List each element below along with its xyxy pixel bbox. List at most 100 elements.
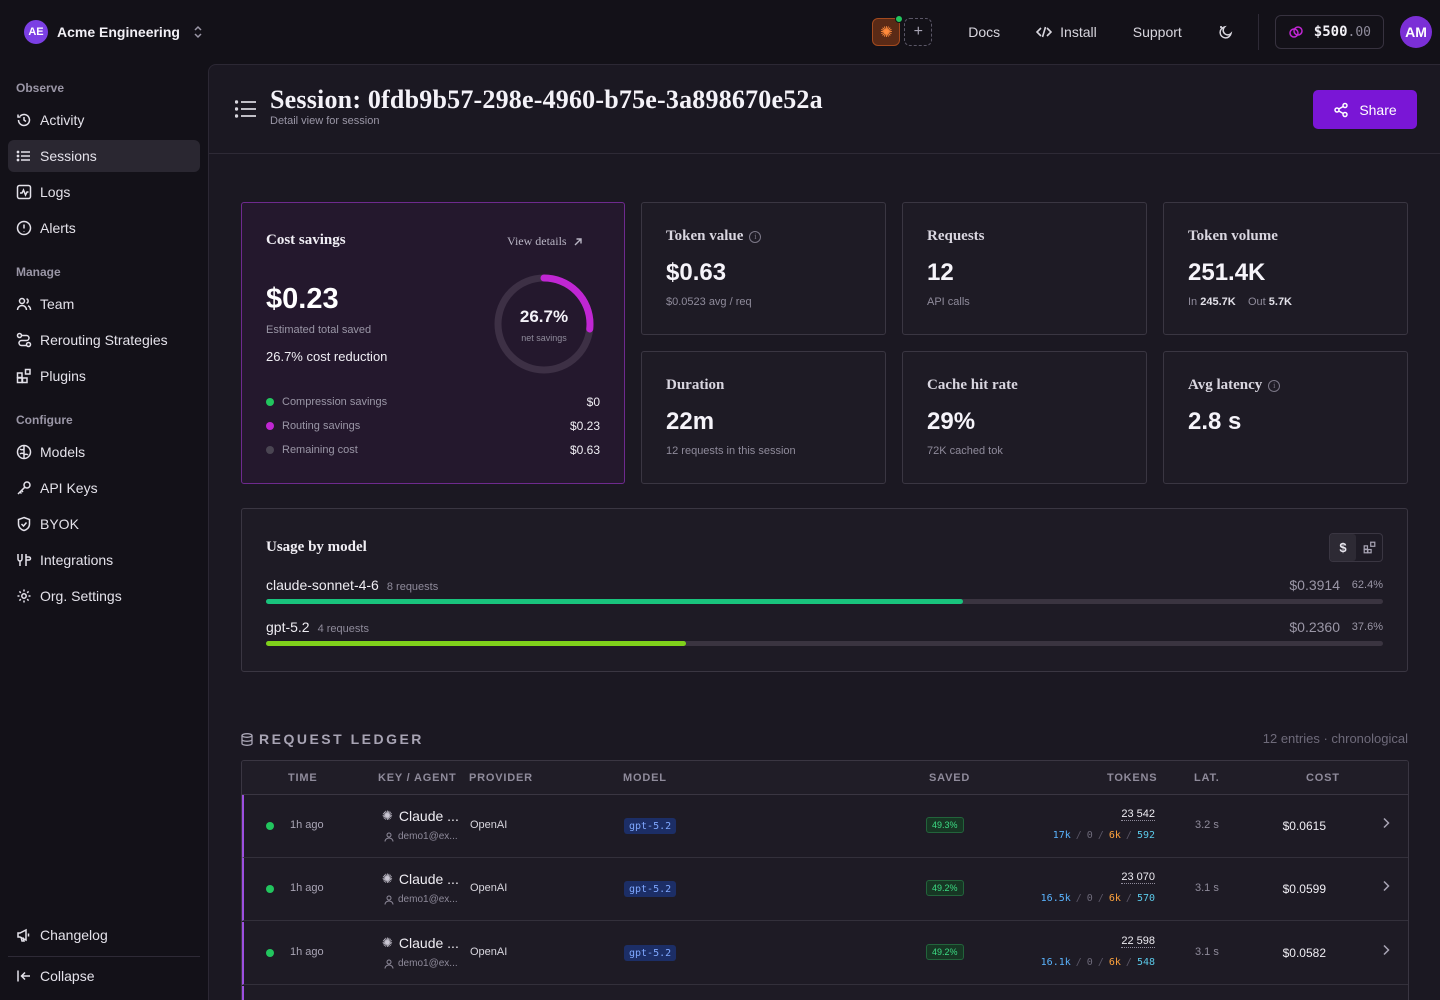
gear-icon bbox=[17, 589, 31, 603]
sidebar-collapse-button[interactable]: Collapse bbox=[8, 960, 200, 992]
pulse-icon bbox=[16, 184, 32, 200]
row-latency: 3.2 s bbox=[1195, 819, 1219, 831]
savings-row-value: $0.23 bbox=[569, 419, 600, 433]
sidebar-item-team[interactable]: Team bbox=[8, 288, 200, 320]
ledger-heading: REQUEST LEDGER bbox=[241, 731, 424, 747]
stat-value: 12 bbox=[927, 259, 954, 286]
view-details-link[interactable]: View details bbox=[507, 234, 583, 249]
row-provider: OpenAI bbox=[470, 819, 508, 831]
docs-link[interactable]: Docs bbox=[968, 24, 1001, 40]
col-model[interactable]: MODEL bbox=[623, 772, 667, 784]
toggle-tokens-button[interactable] bbox=[1356, 534, 1382, 561]
section-configure: Configure bbox=[16, 413, 73, 427]
user-avatar[interactable]: AM bbox=[1400, 16, 1432, 48]
list-toggle-icon[interactable] bbox=[235, 100, 257, 118]
stat-value: 29% bbox=[927, 408, 976, 435]
add-agent-button[interactable]: + bbox=[904, 18, 933, 46]
org-switcher[interactable]: AE Acme Engineering bbox=[24, 20, 203, 44]
col-key[interactable]: KEY / AGENT bbox=[378, 772, 457, 784]
info-icon[interactable]: i bbox=[749, 230, 762, 243]
row-tokens-breakdown: 17k/0/6k/592 bbox=[1052, 830, 1155, 841]
credits-balance[interactable]: $500.00 bbox=[1274, 15, 1384, 49]
usage-track bbox=[266, 641, 1383, 646]
top-bar: AE Acme Engineering ✺ + Docs Install Sup… bbox=[0, 0, 1440, 64]
shield-check-icon bbox=[17, 516, 31, 532]
request-ledger-table: TIME KEY / AGENT PROVIDER MODEL SAVED TO… bbox=[241, 760, 1409, 1000]
arrow-up-right-icon bbox=[574, 237, 582, 245]
col-saved[interactable]: SAVED bbox=[929, 772, 971, 784]
table-row[interactable] bbox=[242, 986, 1408, 1000]
savings-row-routing: Routing savings $0.23 bbox=[266, 418, 600, 434]
chevron-right-icon[interactable] bbox=[1382, 817, 1390, 829]
toggle-dollar-button[interactable]: $ bbox=[1330, 534, 1356, 561]
code-icon bbox=[1036, 26, 1053, 38]
col-provider[interactable]: PROVIDER bbox=[469, 772, 533, 784]
agent-status-button[interactable]: ✺ bbox=[872, 15, 904, 46]
stat-sub: $0.0523 avg / req bbox=[666, 296, 752, 308]
col-time[interactable]: TIME bbox=[288, 772, 318, 784]
row-cost: $0.0582 bbox=[1282, 946, 1326, 960]
row-tokens-total: 23 542 bbox=[1121, 808, 1155, 821]
table-row[interactable]: 1h ago ✺ Claude ... demo1@ex... OpenAI gp… bbox=[242, 858, 1408, 921]
usage-track bbox=[266, 599, 1383, 604]
support-link[interactable]: Support bbox=[1132, 24, 1182, 40]
sidebar-item-activity[interactable]: Activity bbox=[8, 104, 200, 136]
stat-card-token-value: Token value i $0.63 $0.0523 avg / req bbox=[641, 202, 886, 335]
info-icon[interactable]: i bbox=[1268, 379, 1281, 392]
sidebar-label: Models bbox=[40, 444, 86, 460]
collapse-icon bbox=[17, 970, 30, 982]
stat-sub: 12 requests in this session bbox=[666, 445, 796, 457]
sidebar-item-logs[interactable]: Logs bbox=[8, 176, 200, 208]
chevron-right-icon[interactable] bbox=[1382, 944, 1390, 956]
sidebar-item-plugins[interactable]: Plugins bbox=[8, 360, 200, 392]
sidebar-item-rerouting[interactable]: Rerouting Strategies bbox=[8, 324, 200, 356]
table-row[interactable]: 1h ago ✺ Claude ... demo1@ex... OpenAI gp… bbox=[242, 922, 1408, 985]
col-latency[interactable]: LAT. bbox=[1194, 772, 1220, 784]
sidebar-label: Org. Settings bbox=[40, 588, 122, 604]
users-icon bbox=[16, 297, 32, 311]
model-requests: 4 requests bbox=[317, 623, 369, 635]
savings-row-compression: Compression savings $0 bbox=[266, 394, 600, 410]
page-subtitle: Detail view for session bbox=[270, 115, 380, 127]
sidebar-item-org-settings[interactable]: Org. Settings bbox=[8, 580, 200, 612]
ledger-meta: 12 entries · chronological bbox=[1262, 731, 1408, 746]
sidebar-item-api-keys[interactable]: API Keys bbox=[8, 472, 200, 504]
view-details-label: View details bbox=[507, 234, 567, 248]
org-avatar: AE bbox=[24, 20, 48, 44]
row-time: 1h ago bbox=[290, 882, 324, 894]
col-cost[interactable]: COST bbox=[1306, 772, 1340, 784]
sidebar-item-models[interactable]: Models bbox=[8, 436, 200, 468]
sidebar-item-changelog[interactable]: Changelog bbox=[8, 919, 200, 951]
sidebar-label: Collapse bbox=[40, 968, 95, 984]
coins-icon bbox=[1289, 26, 1303, 38]
chevron-right-icon[interactable] bbox=[1382, 880, 1390, 892]
alert-circle-icon bbox=[16, 220, 32, 236]
col-tokens[interactable]: TOKENS bbox=[1107, 772, 1158, 784]
usage-view-toggle: $ bbox=[1329, 533, 1383, 562]
row-key: demo1@ex... bbox=[384, 958, 458, 969]
legend-dot bbox=[266, 398, 274, 406]
share-button[interactable]: Share bbox=[1313, 90, 1417, 129]
row-agent: ✺ Claude ... bbox=[382, 935, 459, 951]
credits-dollars: $500 bbox=[1313, 24, 1348, 40]
online-dot bbox=[895, 15, 904, 23]
row-time: 1h ago bbox=[290, 819, 324, 831]
install-link[interactable]: Install bbox=[1036, 24, 1097, 40]
row-saved-badge: 49.2% bbox=[926, 944, 964, 960]
topbar-divider bbox=[1257, 14, 1259, 50]
row-agent: ✺ Claude ... bbox=[382, 871, 459, 887]
sidebar-item-integrations[interactable]: Integrations bbox=[8, 544, 200, 576]
model-name: claude-sonnet-4-6 8 requests bbox=[266, 577, 439, 593]
stat-value: 251.4K bbox=[1188, 259, 1266, 286]
theme-toggle[interactable] bbox=[1218, 24, 1234, 40]
blocks-icon bbox=[1363, 541, 1375, 554]
sidebar-item-byok[interactable]: BYOK bbox=[8, 508, 200, 540]
sidebar-item-alerts[interactable]: Alerts bbox=[8, 212, 200, 244]
stat-label: Requests bbox=[927, 228, 985, 244]
stat-card-duration: Duration 22m 12 requests in this session bbox=[641, 351, 886, 484]
table-row[interactable]: 1h ago ✺ Claude ... demo1@ex... OpenAI gp… bbox=[242, 795, 1408, 858]
usage-title: Usage by model bbox=[266, 539, 367, 555]
spark-icon: ✺ bbox=[879, 24, 893, 41]
chevron-up-down-icon bbox=[194, 25, 202, 39]
sidebar-item-sessions[interactable]: Sessions bbox=[8, 140, 200, 172]
